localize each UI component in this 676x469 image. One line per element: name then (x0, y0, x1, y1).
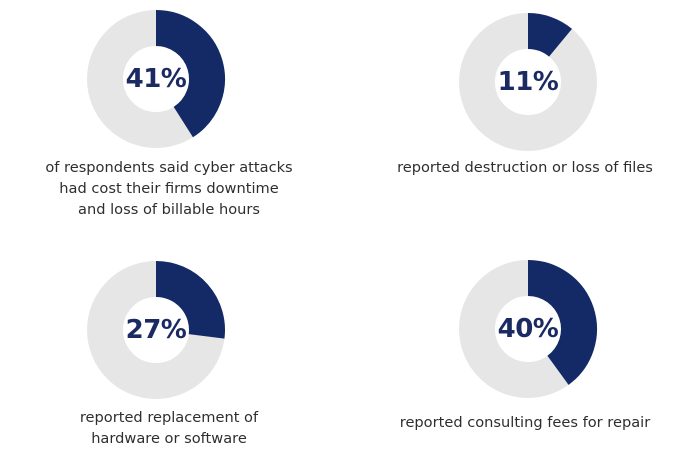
percent-label: 11% (497, 67, 559, 97)
stat-caption: reported destruction or loss of files (356, 157, 676, 178)
caption-line: reported replacement of (79, 409, 259, 426)
donut-chart-replacement (87, 261, 225, 399)
donut-slice (526, 13, 572, 58)
percent-label: 41% (125, 64, 187, 94)
caption-line: hardware or software (91, 430, 247, 447)
donut-slice (527, 260, 597, 385)
percent-label: 40% (497, 314, 559, 344)
donut-chart-downtime (87, 10, 225, 148)
caption-line: reported destruction or loss of files (397, 159, 653, 176)
stat-caption: of respondents said cyber attacks had co… (0, 157, 338, 220)
stat-caption: reported consulting fees for repair (356, 412, 676, 433)
caption-line: of respondents said cyber attacks (45, 159, 293, 176)
stat-panel-consulting: 40% reported consulting fees for repair (338, 234, 676, 469)
caption-line: had cost their firms downtime (59, 180, 279, 197)
stat-panel-file-loss: 11% reported destruction or loss of file… (338, 0, 676, 234)
stat-panel-replacement: 27% reported replacement of hardware or … (0, 234, 338, 469)
donut-chart-consulting (459, 260, 597, 398)
donut-slice (155, 10, 225, 138)
donut-chart-file-loss (459, 13, 597, 151)
caption-line: and loss of billable hours (78, 201, 260, 218)
stat-panel-downtime: 41% of respondents said cyber attacks ha… (0, 0, 338, 234)
donut-slice (155, 261, 225, 339)
stat-caption: reported replacement of hardware or soft… (0, 407, 338, 449)
caption-line: reported consulting fees for repair (399, 414, 651, 431)
percent-label: 27% (125, 315, 187, 345)
